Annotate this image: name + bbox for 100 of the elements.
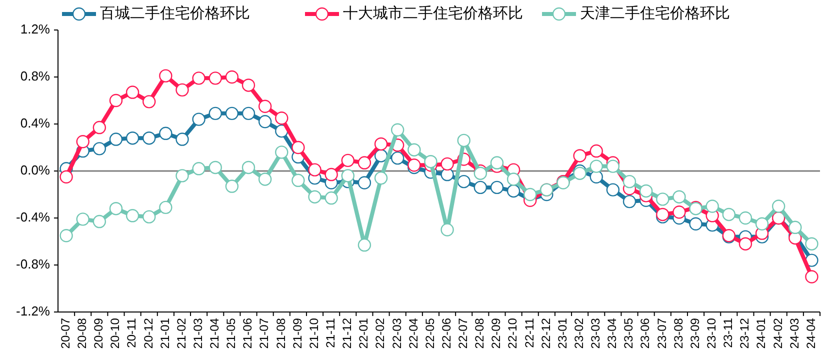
point [358, 156, 372, 170]
point [457, 174, 470, 188]
x-tick-label: 20-08 [75, 318, 90, 349]
y-tick-label: -1.2% [16, 303, 50, 318]
point [590, 170, 603, 184]
point [590, 160, 603, 173]
point [60, 229, 73, 242]
point [225, 70, 239, 84]
x-tick-label: 21-11 [324, 318, 338, 348]
point [192, 162, 206, 176]
point [92, 120, 106, 134]
y-tick-label: 0.0% [20, 162, 50, 178]
legend-label: 百城二手住宅价格环比 [100, 4, 250, 22]
point [722, 208, 736, 222]
y-tick-label: 1.2% [20, 21, 50, 36]
point [672, 206, 686, 219]
point [109, 94, 123, 108]
point [308, 163, 322, 176]
y-tick-label: 0.8% [20, 68, 50, 84]
y-tick-label: 0.4% [20, 115, 50, 130]
point [524, 188, 537, 202]
x-tick-label: 21-04 [208, 318, 222, 349]
point [474, 166, 488, 180]
x-tick-label: 20-12 [141, 318, 156, 349]
point [109, 132, 123, 146]
point [142, 132, 156, 145]
x-tick-label: 21-08 [274, 318, 288, 349]
x-tick-label: 21-07 [257, 318, 272, 349]
point [176, 132, 189, 146]
point [275, 112, 288, 125]
point [92, 142, 106, 156]
x-tick-label: 22-11 [522, 318, 536, 348]
point [606, 183, 620, 196]
point [308, 190, 322, 204]
point [324, 191, 338, 205]
point [208, 106, 222, 120]
point [424, 155, 438, 168]
point [126, 132, 140, 145]
point [76, 212, 90, 226]
x-tick-label: 24-04 [804, 318, 818, 349]
point [242, 106, 256, 120]
point [755, 217, 769, 230]
x-tick-label: 21-01 [158, 318, 172, 349]
point [738, 237, 752, 250]
point [474, 180, 488, 194]
y-tick-label: -0.4% [16, 209, 50, 224]
x-tick-label: 24-02 [770, 318, 785, 349]
x-tick-label: 22-12 [538, 318, 553, 349]
x-tick-label: 22-09 [489, 318, 504, 349]
point [689, 217, 702, 230]
point [490, 180, 504, 194]
point [358, 176, 372, 190]
point [109, 202, 123, 216]
point [142, 210, 156, 224]
point [292, 174, 305, 187]
x-tick-label: 20-10 [108, 318, 122, 349]
point [258, 100, 272, 113]
point [656, 192, 670, 206]
point [92, 214, 106, 228]
point [275, 146, 288, 159]
point [805, 270, 818, 284]
point [341, 169, 354, 182]
point [60, 170, 73, 184]
point [408, 158, 421, 172]
point [622, 194, 636, 208]
x-tick-label: 21-03 [190, 318, 205, 349]
x-tick-label: 20-07 [58, 318, 72, 349]
point [639, 184, 653, 198]
point [738, 211, 752, 225]
point [788, 220, 802, 234]
point [292, 140, 305, 154]
point [656, 208, 670, 222]
point [805, 254, 818, 267]
x-tick-label: 23-06 [638, 318, 652, 349]
point [490, 156, 504, 170]
point [622, 174, 636, 188]
point [126, 86, 140, 99]
point [142, 95, 156, 108]
x-tick-label: 22-07 [456, 318, 470, 349]
point [242, 160, 256, 174]
x-tick-label: 22-08 [472, 318, 487, 349]
point [176, 83, 189, 97]
point [225, 106, 239, 120]
x-tick-label: 22-02 [373, 318, 388, 349]
x-tick-label: 23-08 [671, 318, 686, 349]
x-tick-label: 22-04 [406, 318, 420, 349]
x-tick-label: 23-05 [622, 318, 636, 349]
point [590, 144, 603, 158]
point [225, 180, 239, 193]
point [408, 143, 421, 156]
point [390, 151, 404, 165]
x-tick-label: 21-12 [340, 318, 354, 349]
x-tick-label: 23-03 [588, 318, 603, 349]
y-tick-label: -0.8% [16, 256, 50, 272]
legend-label: 天津二手住宅价格环比 [580, 4, 730, 22]
x-tick-label: 23-02 [572, 318, 586, 349]
point [324, 168, 338, 182]
point [805, 237, 818, 250]
point [606, 160, 620, 173]
point [440, 223, 454, 236]
